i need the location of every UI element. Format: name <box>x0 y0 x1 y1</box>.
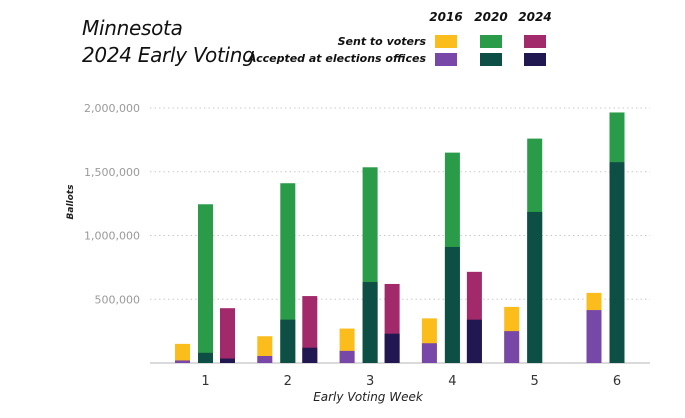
bar-2024-sent-week-2 <box>302 296 318 363</box>
y-tick-label: 2,000,000 <box>84 102 140 115</box>
chart-title-line-1: Minnesota <box>82 16 183 40</box>
legend-swatch-2016-sent <box>435 35 457 48</box>
chart-title: Minnesota 2024 Early Voting <box>82 15 255 69</box>
bar-2016-accepted-week-5 <box>504 331 520 363</box>
y-tick-label: 1,500,000 <box>84 166 140 179</box>
bar-2016-accepted-week-3 <box>339 350 355 363</box>
bar-2016-accepted-week-2 <box>257 355 273 363</box>
y-tick-label: 500,000 <box>95 293 141 306</box>
bar-2020-accepted-week-1 <box>198 352 213 363</box>
y-axis-title: Ballots <box>66 184 76 220</box>
legend-swatch-2024-sent <box>524 35 546 48</box>
x-tick-label: 1 <box>201 374 209 389</box>
chart-title-line-2: 2024 Early Voting <box>82 43 255 67</box>
bar-2024-accepted-week-1 <box>220 358 235 363</box>
bar-2024-accepted-week-2 <box>302 347 318 363</box>
y-tick-label: 1,000,000 <box>84 230 140 243</box>
bar-2024-accepted-week-3 <box>384 333 400 363</box>
bar-2020-accepted-week-6 <box>609 162 625 363</box>
x-tick-label: 2 <box>284 374 292 389</box>
x-tick-label: 3 <box>366 374 374 389</box>
x-tick-label: 6 <box>613 374 621 389</box>
legend-label-sent: Sent to voters <box>337 35 426 48</box>
bar-2016-accepted-week-1 <box>175 360 190 363</box>
x-tick-label: 5 <box>531 374 539 389</box>
legend-swatch-2020-sent <box>480 35 502 48</box>
legend-swatch-2016-accepted <box>435 53 457 66</box>
bar-2020-sent-week-2 <box>280 183 296 363</box>
bar-2020-sent-week-1 <box>198 204 213 363</box>
bar-2024-sent-week-1 <box>220 308 235 363</box>
legend-year-2016: 2016 <box>429 10 463 24</box>
bar-2020-accepted-week-2 <box>280 319 296 363</box>
bar-2024-accepted-week-4 <box>466 319 482 363</box>
legend-year-2024: 2024 <box>518 10 552 24</box>
legend-year-2020: 2020 <box>474 10 508 24</box>
bar-2020-accepted-week-4 <box>444 246 460 363</box>
bar-2016-accepted-week-6 <box>586 310 602 363</box>
bar-2016-sent-week-1 <box>175 343 190 363</box>
x-tick-label: 4 <box>448 374 456 389</box>
legend-swatch-2024-accepted <box>524 53 546 66</box>
bar-2016-accepted-week-4 <box>421 343 437 363</box>
legend-swatch-2020-accepted <box>480 53 502 66</box>
legend-label-accepted: Accepted at elections offices <box>247 52 426 65</box>
x-axis-title: Early Voting Week <box>313 390 424 404</box>
bar-2020-accepted-week-5 <box>527 211 543 363</box>
bar-2020-accepted-week-3 <box>362 282 378 363</box>
